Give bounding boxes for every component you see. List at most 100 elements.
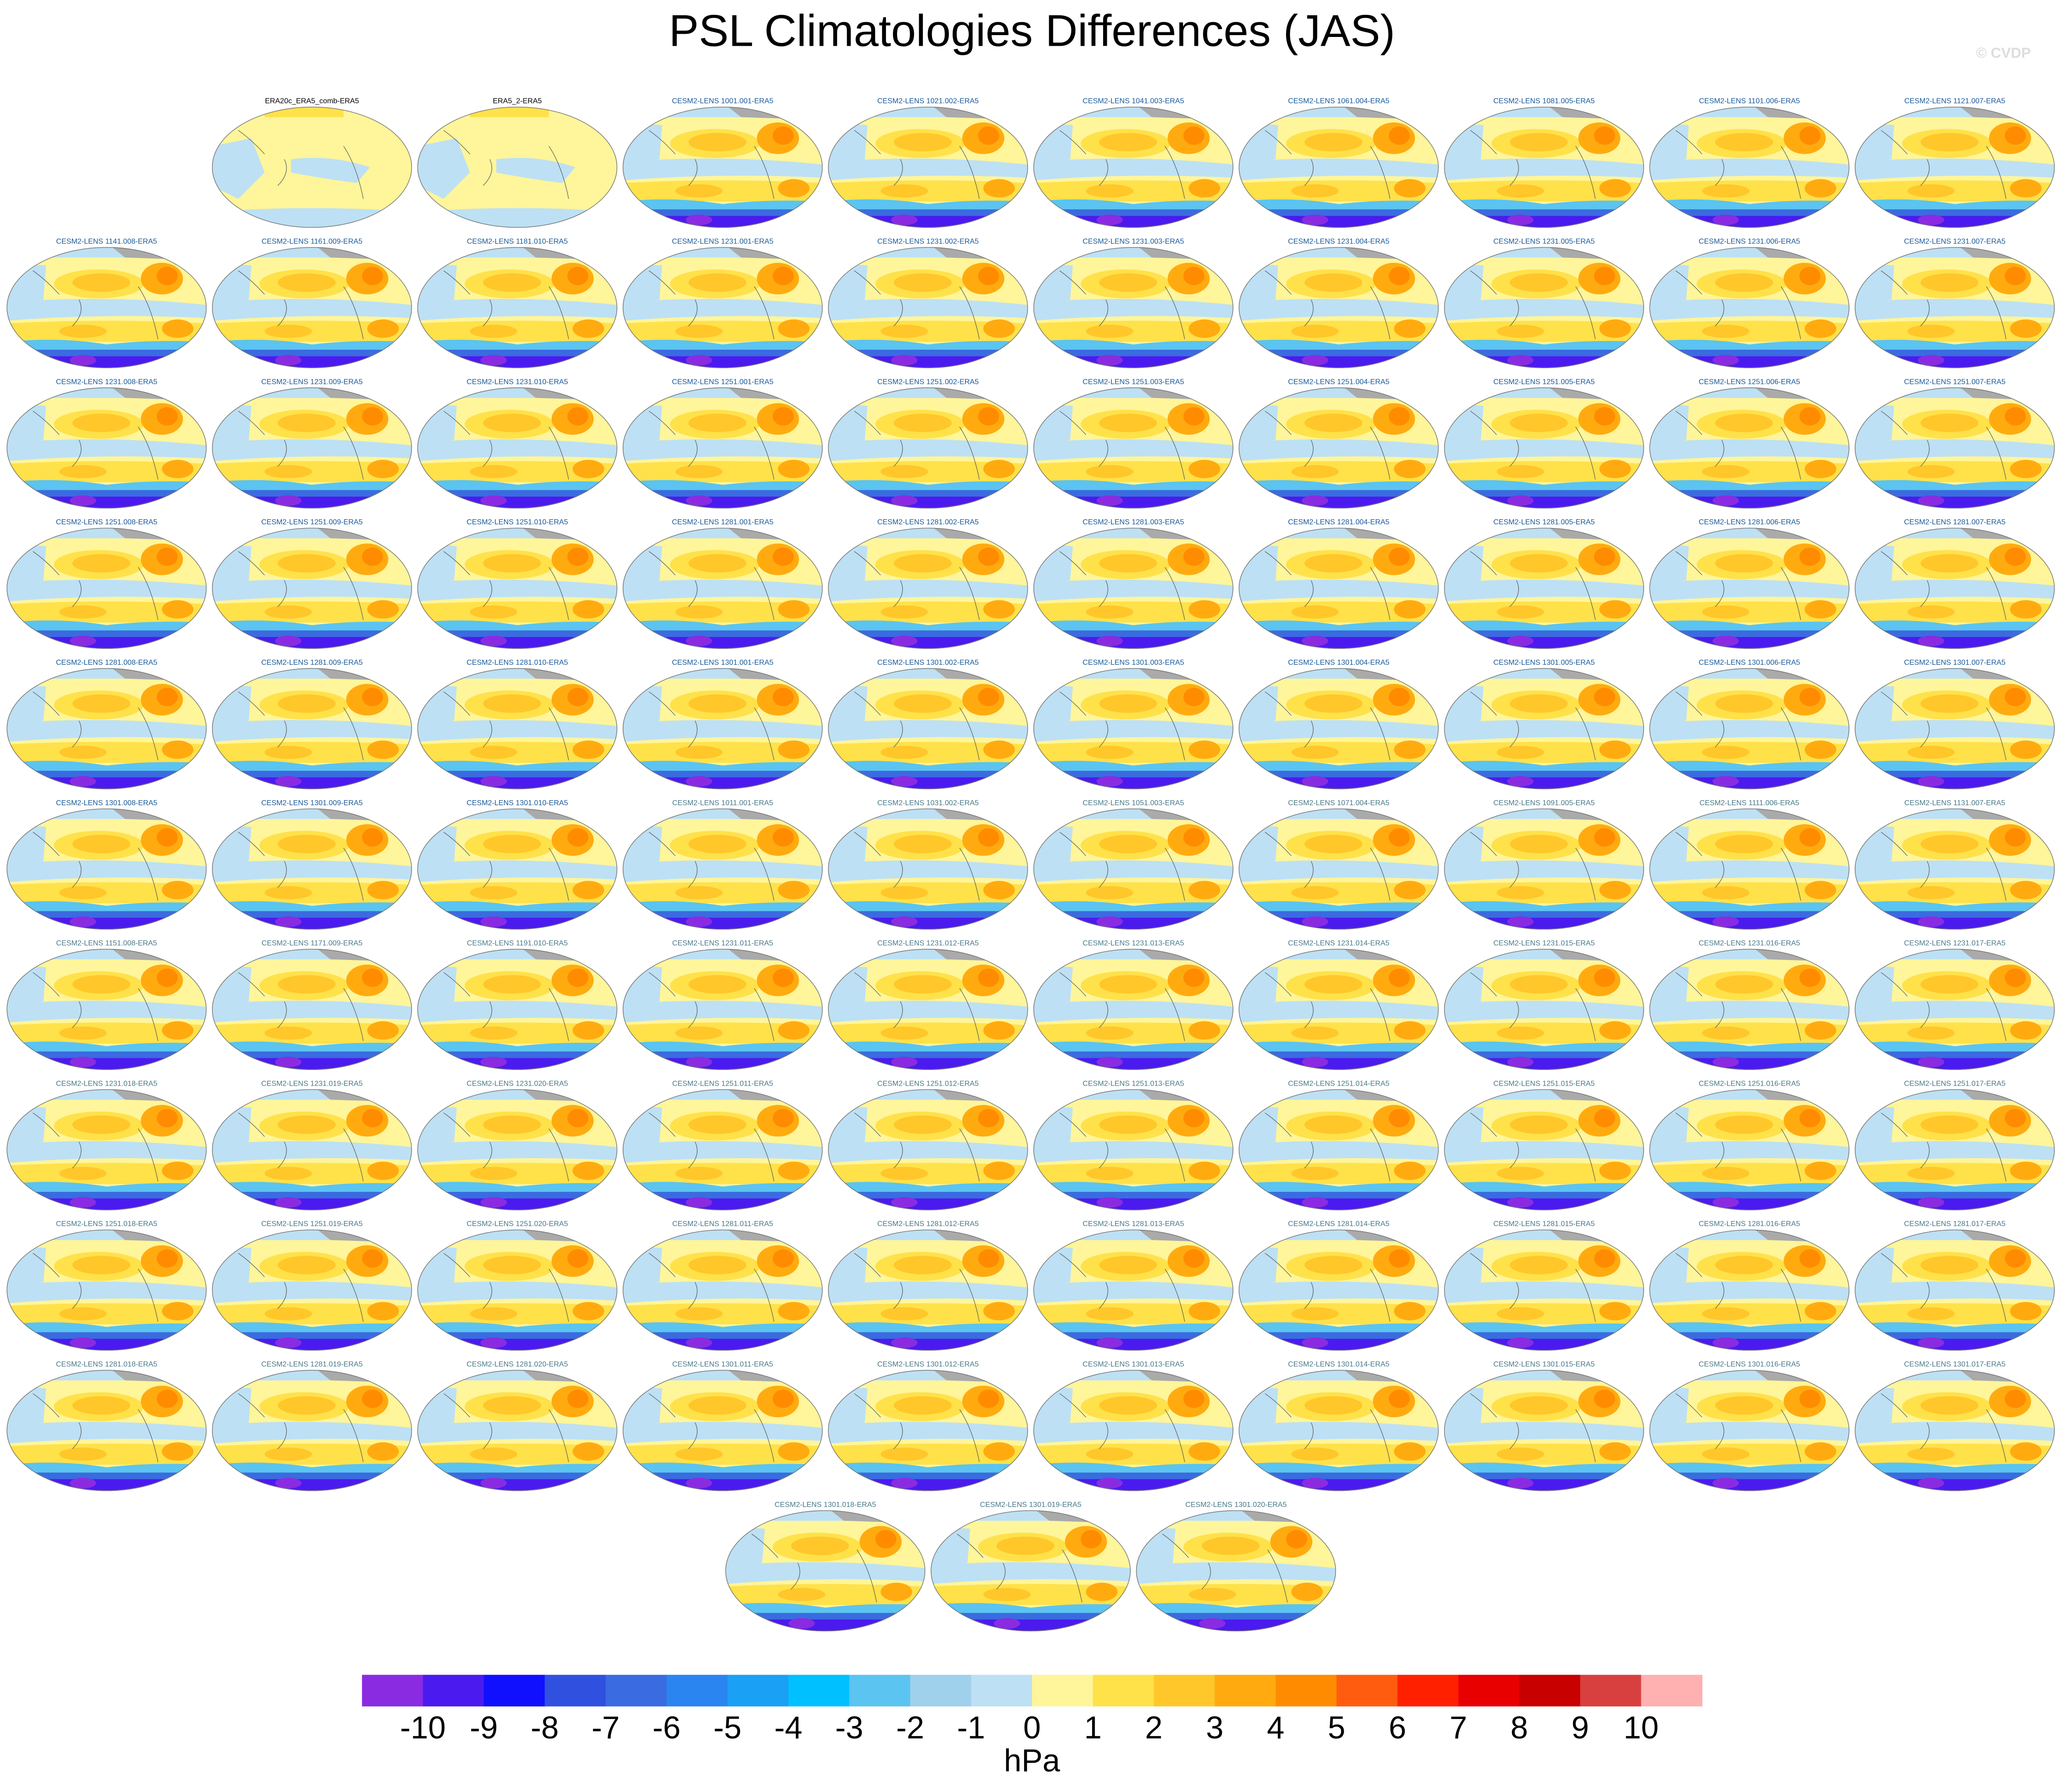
map-panel [1649, 808, 1849, 929]
panel-title: CESM2-LENS 1281.013-ERA5 [1083, 1220, 1184, 1228]
map-panel [1855, 668, 2055, 789]
colorbar-box [1032, 1675, 1093, 1707]
panel-title: CESM2-LENS 1131.007-ERA5 [1904, 799, 2005, 807]
panel-title: CESM2-LENS 1281.016-ERA5 [1699, 1220, 1800, 1228]
map-panel [623, 107, 823, 228]
panel-title: CESM2-LENS 1231.004-ERA5 [1288, 237, 1390, 245]
panel-title: CESM2-LENS 1301.002-ERA5 [877, 659, 979, 667]
panel-title: CESM2-LENS 1301.003-ERA5 [1083, 659, 1184, 667]
colorbar-box [910, 1675, 972, 1707]
map-panel [1649, 668, 1849, 789]
panel-title: CESM2-LENS 1251.004-ERA5 [1288, 378, 1390, 386]
map-panel [623, 808, 823, 929]
map-panel [1855, 528, 2055, 649]
colorbar-box [666, 1675, 728, 1707]
map-panel [1444, 1229, 1644, 1350]
map-panel [828, 528, 1028, 649]
map-panel [417, 668, 617, 789]
colorbar-box [849, 1675, 911, 1707]
panel-title: CESM2-LENS 1281.003-ERA5 [1083, 518, 1184, 526]
panel-title: CESM2-LENS 1281.019-ERA5 [261, 1361, 363, 1368]
colorbar-box [1336, 1675, 1398, 1707]
panel-title: CESM2-LENS 1251.017-ERA5 [1904, 1080, 2006, 1087]
panel-title: CESM2-LENS 1231.005-ERA5 [1493, 237, 1595, 245]
map-panel [212, 949, 412, 1070]
map-panel [623, 1370, 823, 1491]
panel-title: CESM2-LENS 1301.014-ERA5 [1288, 1361, 1390, 1368]
panel-title: CESM2-LENS 1301.008-ERA5 [56, 799, 158, 807]
map-panel [417, 1089, 617, 1210]
map-panel [1033, 1089, 1233, 1210]
panel-title: CESM2-LENS 1281.006-ERA5 [1699, 518, 1800, 526]
panel-title: CESM2-LENS 1301.012-ERA5 [877, 1361, 979, 1368]
colorbar-label: hPa [1004, 1743, 1061, 1778]
map-panel [828, 1370, 1028, 1491]
map-panel [212, 107, 412, 228]
map-panel [1238, 808, 1439, 929]
map-panel [828, 1229, 1028, 1350]
map-panel [1855, 808, 2055, 929]
panel-title: CESM2-LENS 1231.014-ERA5 [1288, 940, 1390, 948]
panel-title: CESM2-LENS 1281.005-ERA5 [1493, 518, 1595, 526]
map-panel [1238, 388, 1439, 509]
colorbar-box [545, 1675, 606, 1707]
map-panel [828, 388, 1028, 509]
map-panel [417, 247, 617, 368]
map-panel [1238, 107, 1439, 228]
panel-title: CESM2-LENS 1231.006-ERA5 [1699, 237, 1800, 245]
panel-title: CESM2-LENS 1231.007-ERA5 [1904, 237, 2006, 245]
panel-title: CESM2-LENS 1191.010-ERA5 [467, 940, 568, 948]
map-panel [1238, 668, 1439, 789]
panel-title: CESM2-LENS 1281.001-ERA5 [672, 518, 774, 526]
map-panel [1649, 1370, 1849, 1491]
colorbar-tick-label: 6 [1389, 1710, 1406, 1745]
panel-title: CESM2-LENS 1301.018-ERA5 [775, 1501, 876, 1509]
colorbar-box [1519, 1675, 1581, 1707]
panel-title: CESM2-LENS 1251.011-ERA5 [672, 1080, 773, 1087]
map-panel [6, 247, 206, 368]
map-panel [623, 949, 823, 1070]
map-panel [1444, 107, 1644, 228]
map-panel [6, 1229, 206, 1350]
colorbar-tick-label: -2 [896, 1710, 924, 1745]
panel-title: CESM2-LENS 1251.005-ERA5 [1493, 378, 1595, 386]
panel-title: CESM2-LENS 1301.016-ERA5 [1699, 1361, 1800, 1368]
colorbar-tick-label: 1 [1084, 1710, 1102, 1745]
map-panel [417, 808, 617, 929]
colorbar-box [1580, 1675, 1642, 1707]
map-panel [1855, 107, 2055, 228]
figure-title: PSL Climatologies Differences (JAS) [669, 6, 1395, 56]
map-panel [1444, 1089, 1644, 1210]
panel-title: CESM2-LENS 1001.001-ERA5 [672, 97, 774, 105]
panel-title: CESM2-LENS 1301.009-ERA5 [261, 799, 363, 807]
panel-title: CESM2-LENS 1251.020-ERA5 [467, 1220, 568, 1228]
map-panel [1136, 1510, 1336, 1631]
map-panel [1444, 808, 1644, 929]
map-panel [828, 107, 1028, 228]
map-panel [417, 1229, 617, 1350]
map-panel [1238, 1229, 1439, 1350]
colorbar-tick-label: 2 [1145, 1710, 1163, 1745]
panel-title: CESM2-LENS 1301.006-ERA5 [1699, 659, 1800, 667]
colorbar-box [1397, 1675, 1459, 1707]
map-panel [828, 808, 1028, 929]
map-panel [623, 388, 823, 509]
map-panel [212, 1089, 412, 1210]
panel-title: CESM2-LENS 1251.007-ERA5 [1904, 378, 2006, 386]
map-panel [1238, 247, 1439, 368]
map-panel [1444, 388, 1644, 509]
colorbar-tick-label: -9 [470, 1710, 498, 1745]
panel-title: CESM2-LENS 1231.019-ERA5 [261, 1080, 363, 1087]
panel-title: CESM2-LENS 1251.006-ERA5 [1699, 378, 1800, 386]
panel-title: CESM2-LENS 1151.008-ERA5 [56, 940, 158, 948]
colorbar-tick-label: -3 [835, 1710, 863, 1745]
map-panel [212, 1229, 412, 1350]
panel-title: CESM2-LENS 1121.007-ERA5 [1904, 97, 2005, 105]
map-panel [6, 668, 206, 789]
panel-title: CESM2-LENS 1301.004-ERA5 [1288, 659, 1390, 667]
panel-title: CESM2-LENS 1091.005-ERA5 [1493, 799, 1595, 807]
colorbar-tick-label: 4 [1267, 1710, 1284, 1745]
panel-title: CESM2-LENS 1251.002-ERA5 [877, 378, 979, 386]
panel-title: CESM2-LENS 1041.003-ERA5 [1083, 97, 1184, 105]
